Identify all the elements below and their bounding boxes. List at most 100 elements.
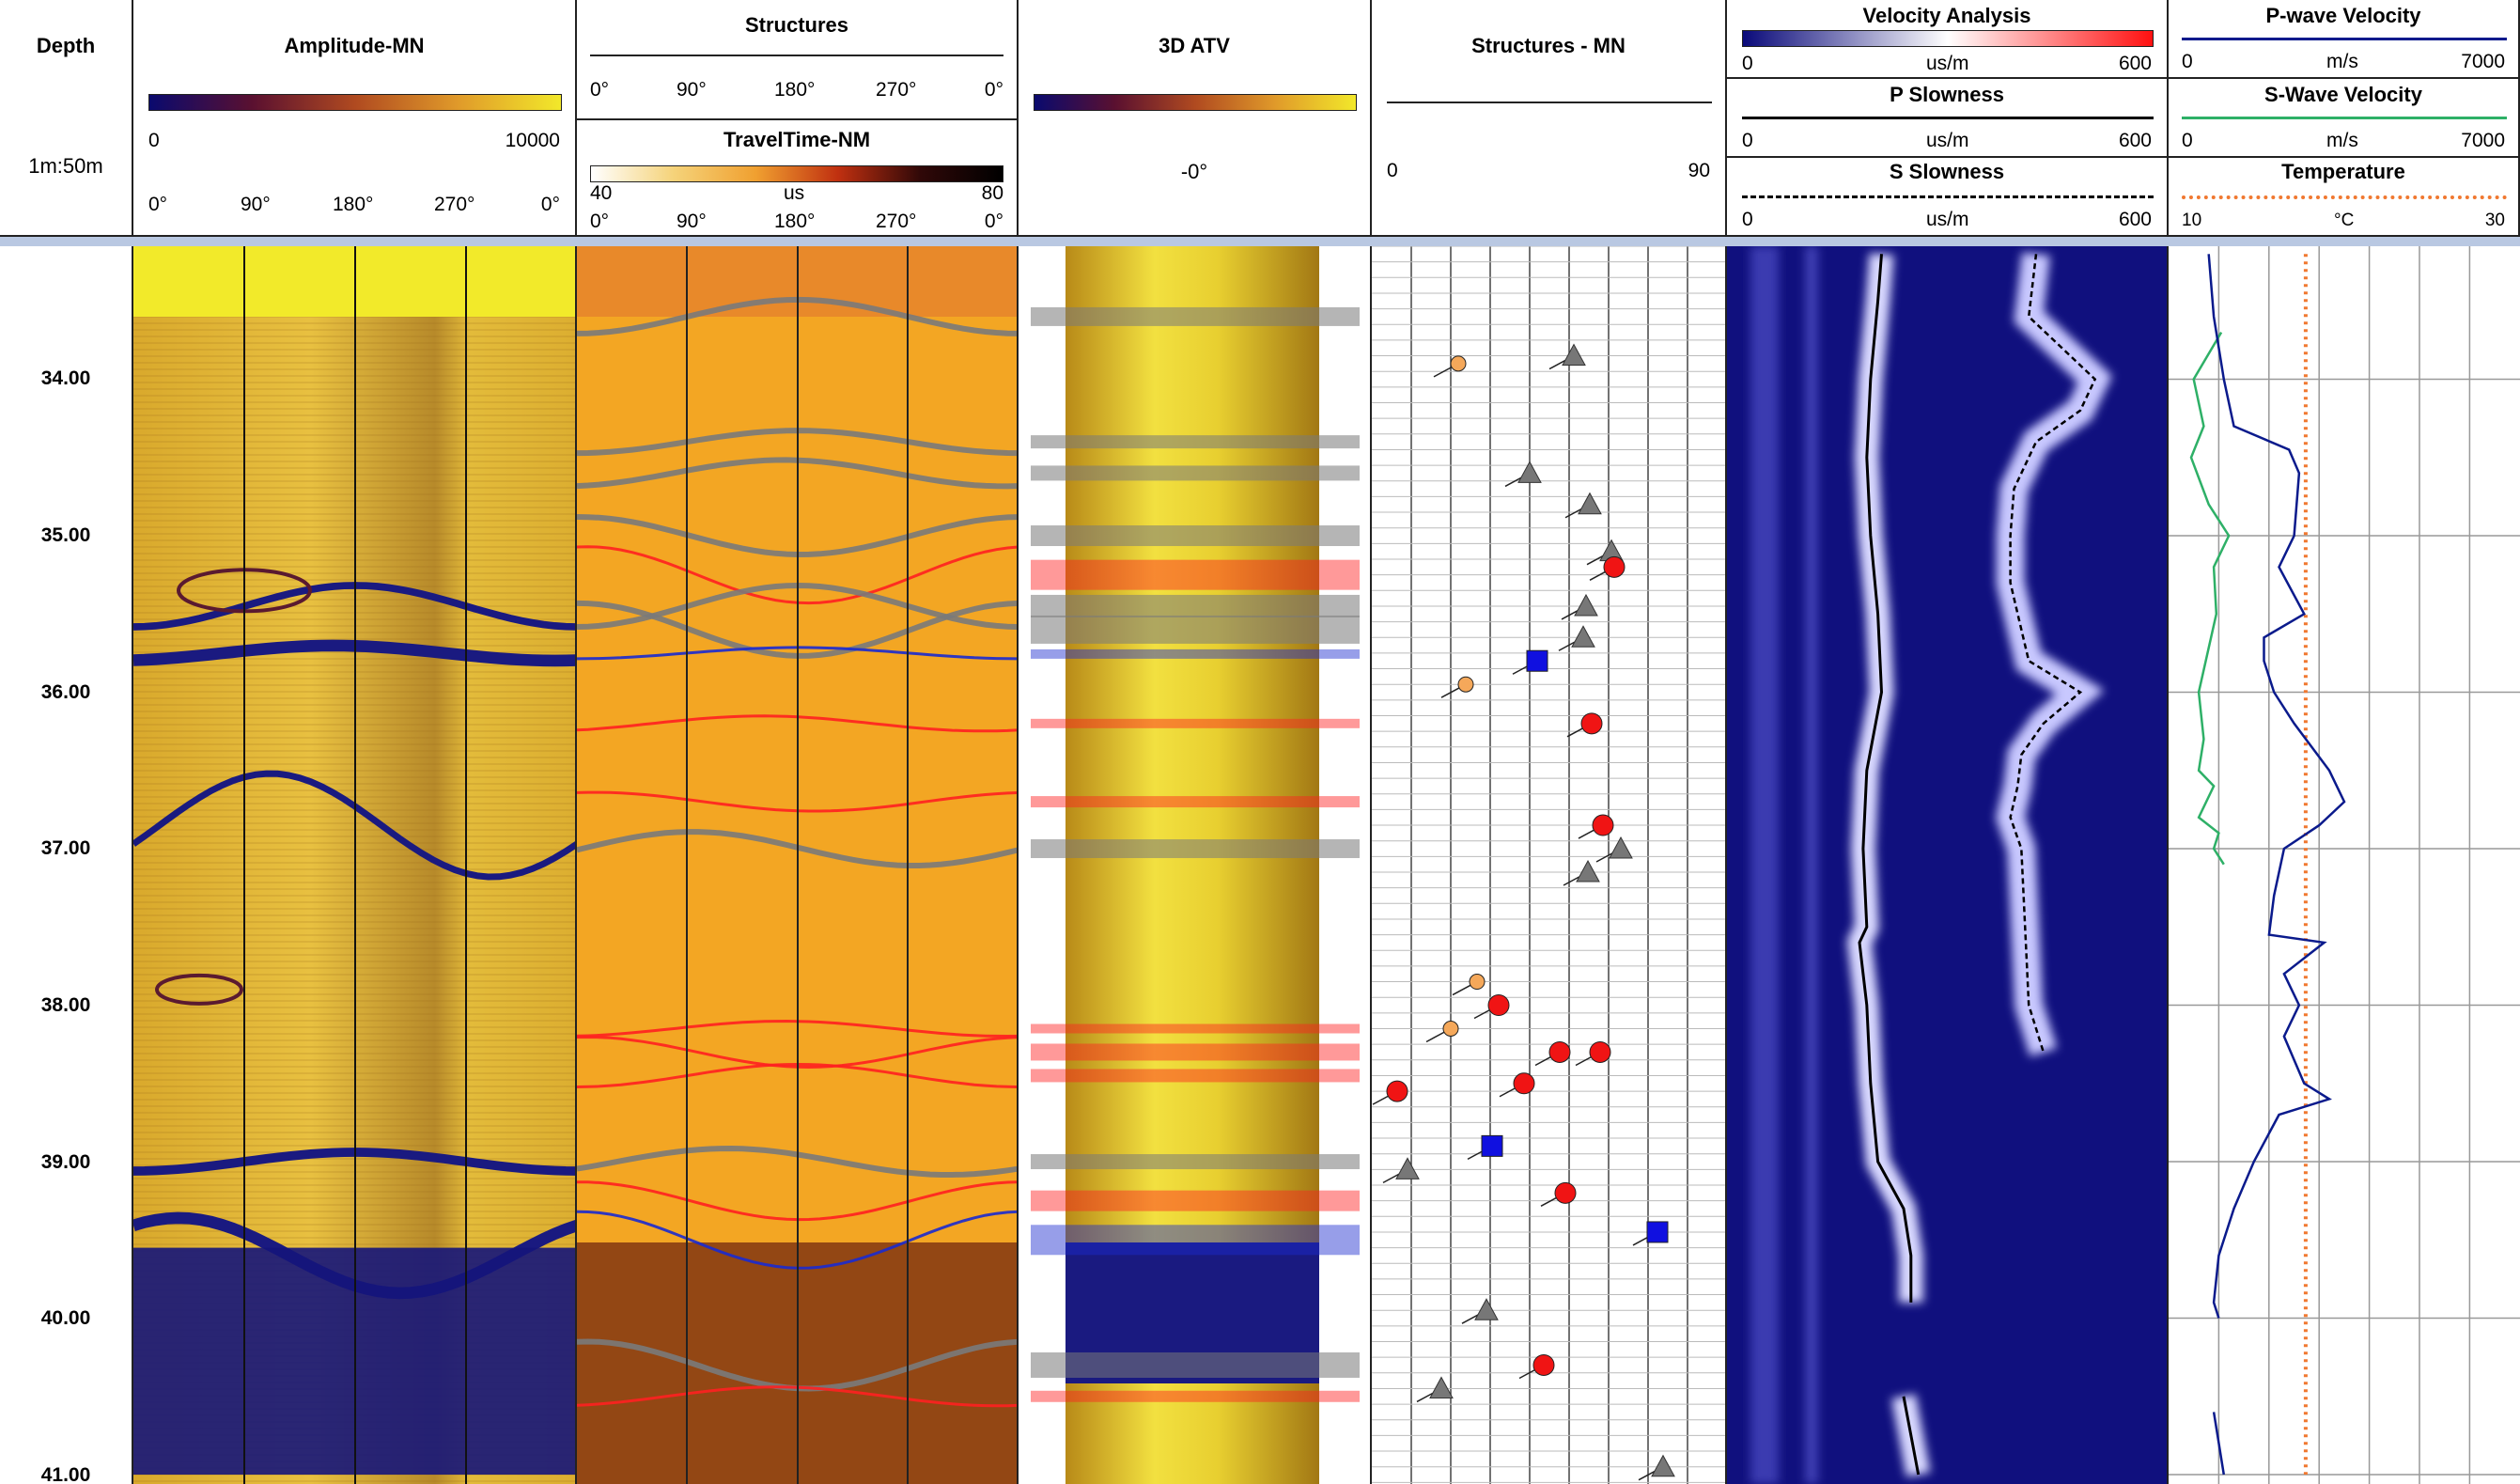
logs-divider-2 [2169,156,2520,158]
tadpole-marker [1474,1298,1499,1320]
structures-mn-scale-line [1387,102,1712,103]
atv-title: 3D ATV [1159,34,1230,57]
amplitude-angle-360: 0° [540,194,560,215]
amplitude-image [133,246,575,1484]
structures-mn-header: Structures - MN 0 90 [1372,0,1727,237]
tadpole-marker [1532,1353,1555,1376]
structures-mn-track [1372,246,1727,1484]
p-slowness-max: 600 [2118,130,2152,151]
tadpole-marker [1554,1181,1577,1204]
s-slowness-max: 600 [2118,209,2152,230]
s-slowness-curve [2009,254,2097,1053]
traveltime-angle-90: 90° [677,211,707,232]
velocity-analysis-track [1727,246,2169,1484]
p-slowness-legend-line [1742,117,2154,119]
velocity-header: Velocity Analysis 0 us/m 600 P Slowness … [1727,0,2169,237]
atv-structure-plane [1031,525,1360,547]
tadpole-marker [1395,1157,1420,1179]
traveltime-max: 80 [981,182,1003,204]
atv-structure-plane [1031,1390,1360,1402]
velocity-analysis-plot [1750,246,2112,1484]
structures-angle-270: 270° [876,79,917,101]
atv-structure-plane [1031,1351,1360,1378]
depth-label: 35.00 [40,524,91,546]
atv-image [1031,246,1360,1484]
traveltime-angle-270: 270° [876,211,917,232]
amplitude-angle-0: 0° [148,194,168,215]
structures-angle-360: 0° [984,79,1003,101]
p-wave-title: P-wave Velocity [2265,4,2421,27]
temperature-unit: °C [2334,211,2355,230]
temperature-title: Temperature [2281,160,2405,183]
traveltime-angle-0: 0° [590,211,610,232]
atv-structure-plane [1031,559,1360,590]
p-slowness-min: 0 [1742,130,1753,151]
atv-structure-plane [1031,718,1360,728]
s-slowness-unit: us/m [1926,209,1969,230]
amplitude-angle-90: 90° [241,194,271,215]
depth-header: Depth 1m:50m [0,0,133,237]
depth-label: 34.00 [40,367,91,389]
s-wave-legend-line [2182,117,2507,119]
velocity-unit: us/m [1926,53,1969,74]
temperature-legend-line [2182,195,2507,199]
p-slowness-unit: us/m [1926,130,1969,151]
tadpole-marker [1646,1221,1669,1243]
velocity-divider-1 [1727,77,2169,79]
tadpole-marker [1571,625,1595,648]
atv-structure-plane [1031,1069,1360,1083]
s-wave-curve [2189,331,2231,866]
atv-structure-plane [1031,839,1360,859]
structures-mn-min: 0 [1387,160,1398,181]
p-wave-min: 0 [2182,51,2193,72]
depth-track: 34.00 35.00 36.00 37.00 38.00 39.00 40.0… [0,246,133,1484]
atv-structure-plane [1031,594,1360,617]
tadpole-marker [1487,994,1510,1017]
logs-divider-1 [2169,77,2520,79]
structures-divider [577,118,1019,120]
velocity-min: 0 [1742,53,1753,74]
structures-mn-max: 90 [1688,160,1710,181]
tadpole-plot [1372,246,1725,1484]
logs-header: P-wave Velocity 0 m/s 7000 S-Wave Veloci… [2169,0,2520,237]
p-wave-unit: m/s [2326,51,2358,72]
header-separator [0,237,2520,246]
p-slowness-curve [1858,254,1921,1476]
depth-label: 39.00 [40,1151,91,1173]
traveltime-angle-180: 180° [774,211,816,232]
s-wave-max: 7000 [2461,130,2505,151]
atv-structure-plane [1031,1023,1360,1034]
atv-structure-plane [1031,1190,1360,1211]
tadpole-marker [1457,676,1474,693]
depth-label: 41.00 [40,1464,91,1484]
tadpole-marker [1442,1021,1459,1037]
s-slowness-title: S Slowness [1889,160,2005,183]
amplitude-title: Amplitude-MN [284,34,425,57]
traveltime-image [577,246,1017,1484]
atv-orientation: -0° [1180,160,1208,183]
s-wave-title: S-Wave Velocity [2264,83,2422,106]
temperature-max: 30 [2484,211,2505,230]
tadpole-marker [1580,712,1603,735]
depth-label: 37.00 [40,837,91,859]
tadpole-marker [1589,1040,1611,1063]
tadpole-marker [1526,649,1548,672]
traveltime-unit: us [784,182,805,204]
tadpole-marker [1429,1376,1454,1398]
traveltime-track [577,246,1019,1484]
tadpole-marker [1576,859,1600,883]
velocity-logs-plot [2169,246,2520,1484]
s-wave-min: 0 [2182,130,2193,151]
depth-label: 38.00 [40,994,91,1016]
structures-angle-0: 0° [590,79,610,101]
atv-structure-plane [1031,615,1360,644]
atv-structure-plane [1031,796,1360,808]
tadpole-marker [1469,974,1486,991]
amplitude-angle-270: 270° [434,194,475,215]
p-slowness-title: P Slowness [1890,83,2004,106]
amplitude-min: 0 [148,130,160,151]
tadpole-marker [1574,593,1598,617]
atv-structure-plane [1031,1154,1360,1170]
atv-structure-plane [1031,648,1360,659]
structures-header: Structures 0° 90° 180° 270° 0° TravelTim… [577,0,1019,237]
